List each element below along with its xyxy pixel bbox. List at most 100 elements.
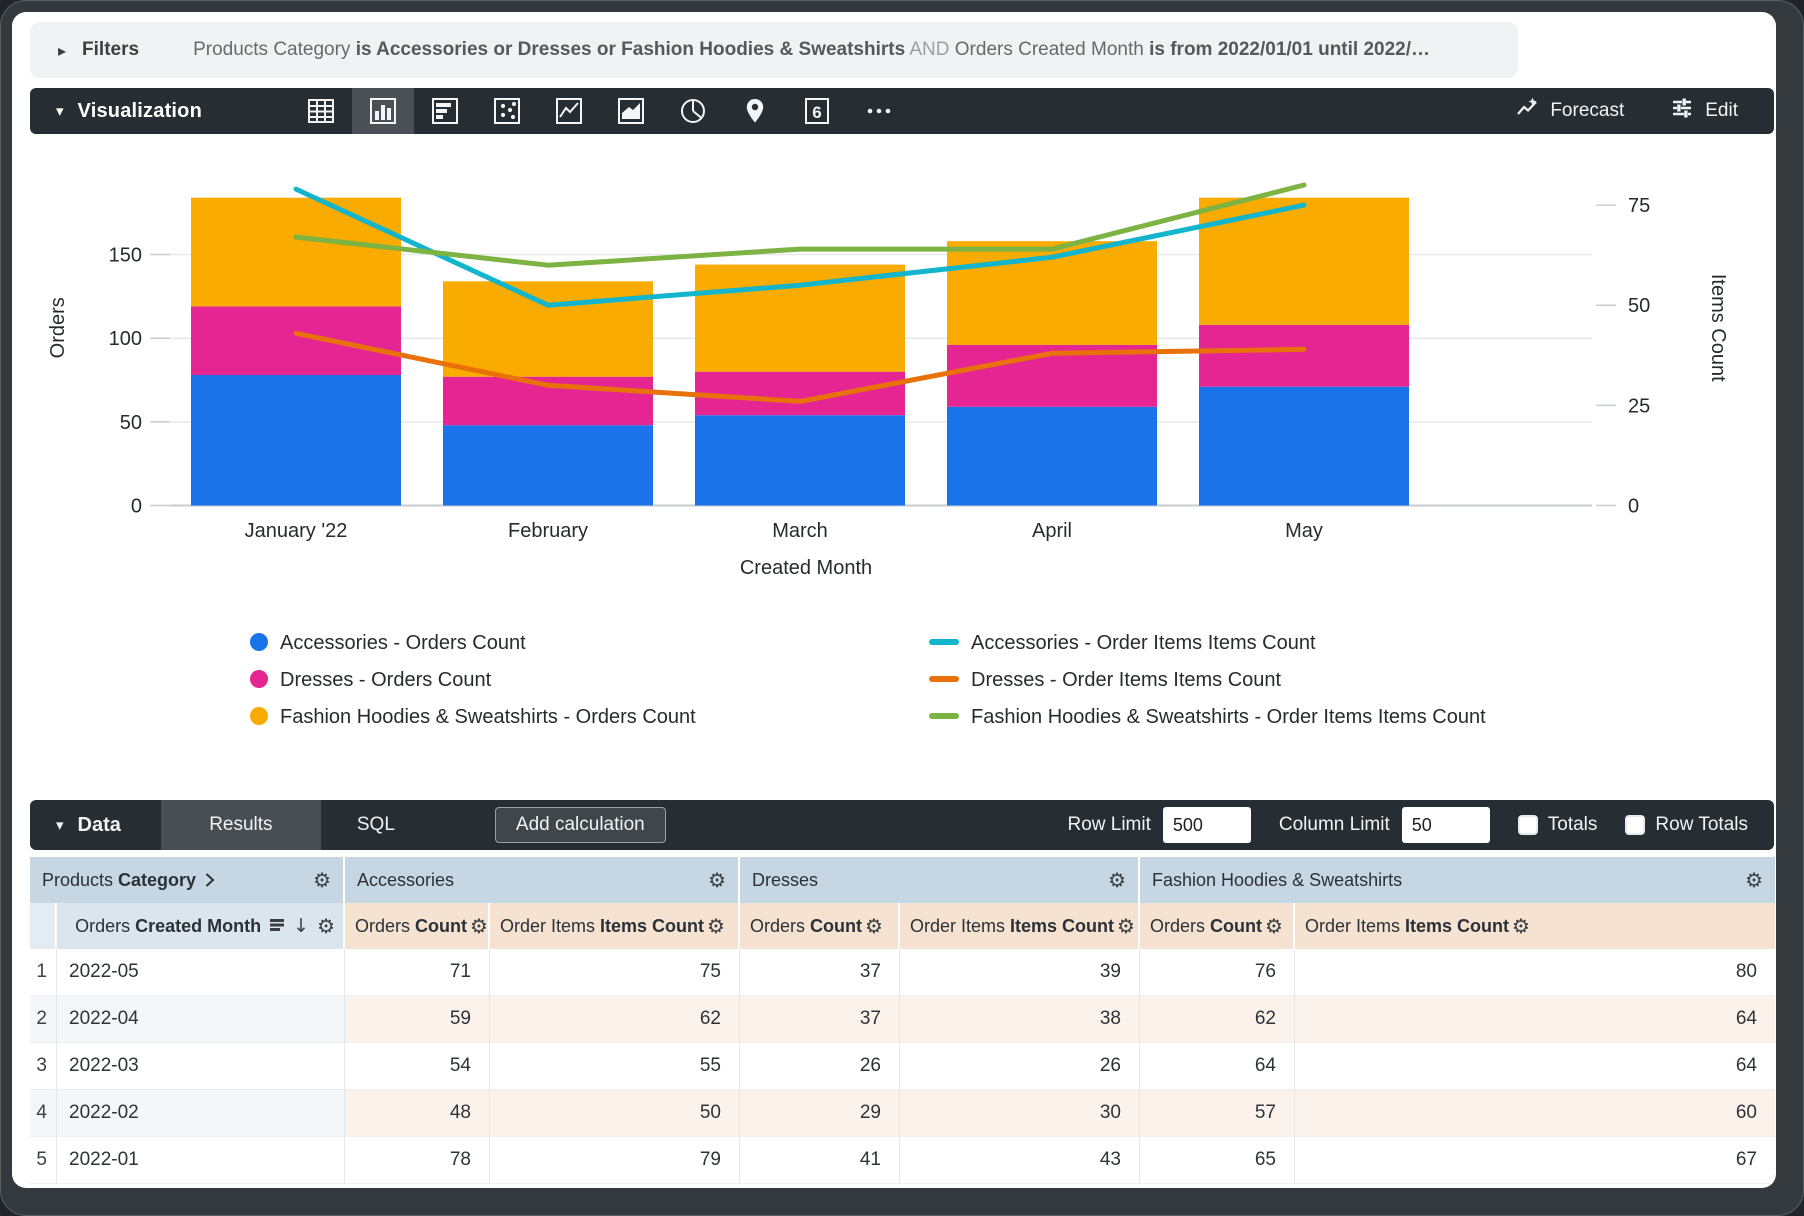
viz-type-pie-icon[interactable] xyxy=(662,88,724,134)
row-totals-checkbox[interactable] xyxy=(1625,815,1646,835)
bar-segment[interactable] xyxy=(1199,324,1409,387)
chevron-right-icon[interactable] xyxy=(204,871,216,889)
cell-value[interactable]: 60 xyxy=(1295,1090,1775,1137)
bar-segment[interactable] xyxy=(947,406,1157,506)
forecast-button[interactable]: Forecast xyxy=(1515,96,1624,126)
column-limit-input[interactable] xyxy=(1401,807,1490,843)
bar-segment[interactable] xyxy=(695,264,905,372)
legend-item[interactable]: Fashion Hoodies & Sweatshirts - Order It… xyxy=(929,706,1486,728)
viz-type-single-value-icon[interactable]: 6 xyxy=(786,88,848,134)
bar-segment[interactable] xyxy=(1199,386,1409,506)
row-limit-input[interactable] xyxy=(1162,807,1251,843)
cell-value[interactable]: 59 xyxy=(345,996,490,1043)
column-header-measure-2[interactable]: Orders Count ⚙ xyxy=(740,903,900,949)
filters-summary[interactable]: Products Category is Accessories or Dres… xyxy=(193,39,1430,61)
bar-segment[interactable] xyxy=(695,371,905,416)
data-collapse-caret-icon[interactable]: ▾ xyxy=(56,816,64,834)
gear-icon[interactable]: ⚙ xyxy=(1745,868,1763,892)
cell-value[interactable]: 55 xyxy=(490,1043,740,1090)
cell-value[interactable]: 62 xyxy=(1140,996,1295,1043)
viz-type-column-icon[interactable] xyxy=(352,88,415,134)
bar-segment[interactable] xyxy=(443,281,653,377)
cell-value[interactable]: 64 xyxy=(1140,1043,1295,1090)
column-header-measure-0[interactable]: Orders Count ⚙ xyxy=(345,903,490,949)
tab-results[interactable]: Results xyxy=(160,800,321,850)
cell-value[interactable]: 57 xyxy=(1140,1090,1295,1137)
column-header-measure-5[interactable]: Order Items Items Count ⚙ xyxy=(1295,903,1775,949)
viz-type-map-icon[interactable] xyxy=(724,88,786,134)
tab-sql[interactable]: SQL xyxy=(356,814,395,835)
bar-segment[interactable] xyxy=(191,197,401,307)
gear-icon[interactable]: ⚙ xyxy=(865,914,883,938)
bar-segment[interactable] xyxy=(191,306,401,376)
cell-value[interactable]: 76 xyxy=(1140,949,1295,996)
totals-toggle[interactable]: Totals xyxy=(1517,814,1597,836)
cell-value[interactable]: 67 xyxy=(1295,1137,1775,1184)
legend-item[interactable]: Fashion Hoodies & Sweatshirts - Orders C… xyxy=(250,706,696,728)
cell-value[interactable]: 64 xyxy=(1295,1043,1775,1090)
bar-segment[interactable] xyxy=(443,425,653,506)
column-header-measure-3[interactable]: Order Items Items Count ⚙ xyxy=(900,903,1140,949)
filters-expand-caret-icon[interactable]: ▸ xyxy=(58,40,67,60)
legend-item[interactable]: Dresses - Orders Count xyxy=(250,669,492,691)
gear-icon[interactable]: ⚙ xyxy=(1512,914,1530,938)
filters-bar[interactable]: ▸ Filters Products Category is Accessori… xyxy=(30,22,1518,78)
line-series[interactable] xyxy=(293,186,1307,308)
column-header-orders-created-month[interactable]: Orders Created Month ↓ ⚙ xyxy=(57,903,345,949)
viz-type-bar-icon[interactable] xyxy=(414,88,476,134)
cell-value[interactable]: 65 xyxy=(1140,1137,1295,1184)
gear-icon[interactable]: ⚙ xyxy=(470,914,488,938)
gear-icon[interactable]: ⚙ xyxy=(317,914,335,938)
visualization-collapse-caret-icon[interactable]: ▾ xyxy=(56,102,64,120)
gear-icon[interactable]: ⚙ xyxy=(1117,914,1135,938)
cell-value[interactable]: 30 xyxy=(900,1090,1140,1137)
line-series[interactable] xyxy=(293,182,1307,268)
cell-value[interactable]: 78 xyxy=(345,1137,490,1184)
cell-created-month[interactable]: 2022-01 xyxy=(57,1137,345,1184)
cell-value[interactable]: 75 xyxy=(490,949,740,996)
cell-created-month[interactable]: 2022-03 xyxy=(57,1043,345,1090)
cell-value[interactable]: 39 xyxy=(900,949,1140,996)
cell-created-month[interactable]: 2022-05 xyxy=(57,949,345,996)
cell-value[interactable]: 79 xyxy=(490,1137,740,1184)
group-header-pivot-2[interactable]: Dresses ⚙ xyxy=(740,857,1140,903)
cell-value[interactable]: 26 xyxy=(900,1043,1140,1090)
group-header-products-category[interactable]: Products Category ⚙ xyxy=(30,857,345,903)
cell-value[interactable]: 26 xyxy=(740,1043,900,1090)
edit-button[interactable]: Edit xyxy=(1670,96,1738,126)
sort-field-icon[interactable] xyxy=(269,916,285,937)
totals-checkbox[interactable] xyxy=(1517,815,1538,835)
add-calculation-button[interactable]: Add calculation xyxy=(494,807,666,843)
cell-value[interactable]: 38 xyxy=(900,996,1140,1043)
bar-segment[interactable] xyxy=(1199,197,1409,325)
gear-icon[interactable]: ⚙ xyxy=(1108,868,1126,892)
viz-type-area-icon[interactable] xyxy=(600,88,662,134)
viz-type-line-icon[interactable] xyxy=(538,88,600,134)
cell-value[interactable]: 48 xyxy=(345,1090,490,1137)
cell-value[interactable]: 29 xyxy=(740,1090,900,1137)
gear-icon[interactable]: ⚙ xyxy=(1265,914,1283,938)
cell-value[interactable]: 54 xyxy=(345,1043,490,1090)
group-header-pivot-1[interactable]: Accessories ⚙ xyxy=(345,857,740,903)
column-header-measure-4[interactable]: Orders Count ⚙ xyxy=(1140,903,1295,949)
line-series[interactable] xyxy=(293,330,1307,404)
cell-created-month[interactable]: 2022-02 xyxy=(57,1090,345,1137)
viz-type-more-icon[interactable] xyxy=(848,88,910,134)
row-totals-toggle[interactable]: Row Totals xyxy=(1625,814,1748,836)
gear-icon[interactable]: ⚙ xyxy=(313,868,331,892)
cell-value[interactable]: 37 xyxy=(740,996,900,1043)
gear-icon[interactable]: ⚙ xyxy=(707,914,725,938)
cell-value[interactable]: 41 xyxy=(740,1137,900,1184)
sort-desc-arrow-icon[interactable]: ↓ xyxy=(293,915,310,937)
legend-item[interactable]: Accessories - Order Items Items Count xyxy=(929,632,1316,654)
cell-value[interactable]: 80 xyxy=(1295,949,1775,996)
viz-type-scatter-icon[interactable] xyxy=(476,88,538,134)
cell-value[interactable]: 37 xyxy=(740,949,900,996)
group-header-pivot-3[interactable]: Fashion Hoodies & Sweatshirts ⚙ xyxy=(1140,857,1775,903)
cell-value[interactable]: 62 xyxy=(490,996,740,1043)
column-header-measure-1[interactable]: Order Items Items Count ⚙ xyxy=(490,903,740,949)
cell-value[interactable]: 71 xyxy=(345,949,490,996)
legend-item[interactable]: Dresses - Order Items Items Count xyxy=(929,669,1282,691)
cell-value[interactable]: 64 xyxy=(1295,996,1775,1043)
bar-segment[interactable] xyxy=(191,375,401,506)
